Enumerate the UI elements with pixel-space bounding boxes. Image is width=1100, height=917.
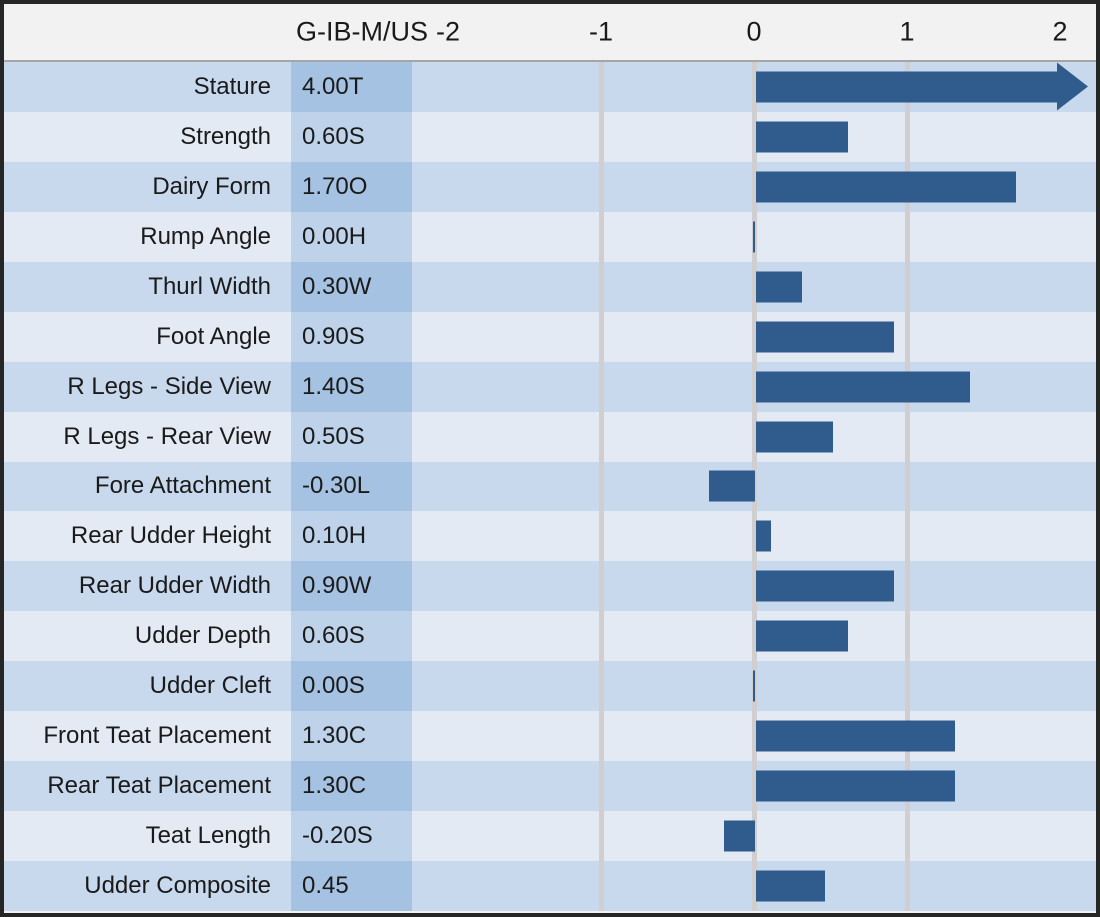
gridline xyxy=(904,62,910,911)
trait-row: R Legs - Rear View 0.50S xyxy=(4,411,1096,462)
trait-row: Udder Composite 0.45 xyxy=(4,861,1096,911)
trait-row: Fore Attachment -0.30L xyxy=(4,461,1096,512)
trait-label: R Legs - Rear View xyxy=(63,422,271,450)
chart-header: G-IB-M/US -2 -1 0 1 2 xyxy=(4,4,1096,62)
trait-row: Stature 4.00T xyxy=(4,62,1096,112)
trait-label: R Legs - Side View xyxy=(67,372,271,400)
trait-value: 0.60S xyxy=(291,111,412,162)
trait-bar xyxy=(756,870,825,902)
trait-bar xyxy=(753,221,755,253)
trait-bar xyxy=(724,820,755,852)
axis-tick-label: 1 xyxy=(899,16,915,47)
trait-value: 1.30C xyxy=(291,761,412,812)
trait-row: Rear Udder Height 0.10H xyxy=(4,511,1096,562)
trait-value: 1.70O xyxy=(291,161,412,212)
trait-row: Teat Length -0.20S xyxy=(4,811,1096,861)
trait-bar xyxy=(756,321,894,353)
trait-label: Teat Length xyxy=(145,822,271,850)
trait-bar xyxy=(756,171,1016,203)
trait-row: Rear Udder Width 0.90W xyxy=(4,561,1096,612)
gridline xyxy=(598,62,604,911)
trait-label: Rump Angle xyxy=(140,222,271,250)
trait-row: Rear Teat Placement 1.30C xyxy=(4,761,1096,812)
trait-bar xyxy=(756,720,955,752)
trait-label: Stature xyxy=(193,72,271,100)
trait-bar xyxy=(709,470,755,502)
axis-tick-label: 2 xyxy=(1052,16,1068,47)
trait-row: Foot Angle 0.90S xyxy=(4,311,1096,362)
trait-row: Dairy Form 1.70O xyxy=(4,161,1096,212)
trait-value: 0.60S xyxy=(291,611,412,662)
trait-label: Rear Teat Placement xyxy=(47,772,271,800)
chart-body: Stature 4.00T Strength 0.60S Dairy Form 1.70O… xyxy=(4,62,1096,911)
trait-bar xyxy=(756,570,894,602)
trait-bar xyxy=(756,421,833,453)
trait-value: 0.30W xyxy=(291,261,412,312)
trait-label: Udder Depth xyxy=(134,622,271,650)
trait-value: -0.20S xyxy=(291,811,412,861)
trait-row: Rump Angle 0.00H xyxy=(4,211,1096,262)
overflow-arrow-icon xyxy=(1057,62,1088,111)
trait-label: Foot Angle xyxy=(156,322,271,350)
trait-row: R Legs - Side View 1.40S xyxy=(4,361,1096,412)
trait-value: 0.90S xyxy=(291,311,412,362)
trait-label: Fore Attachment xyxy=(94,472,271,500)
trait-value: 0.90W xyxy=(291,561,412,612)
trait-bar xyxy=(753,670,755,702)
trait-value: 0.00H xyxy=(291,211,412,262)
trait-value: -0.30L xyxy=(291,461,412,512)
trait-value: 1.30C xyxy=(291,711,412,762)
trait-label: Dairy Form xyxy=(152,172,271,200)
axis-tick-label: 0 xyxy=(746,16,762,47)
trait-row: Udder Depth 0.60S xyxy=(4,611,1096,662)
trait-value: 0.45 xyxy=(291,861,412,911)
trait-label: Udder Composite xyxy=(84,871,271,899)
trait-label: Rear Udder Height xyxy=(70,522,271,550)
trait-value: 1.40S xyxy=(291,361,412,412)
axis-tick-label: -1 xyxy=(588,16,614,47)
trait-bar xyxy=(756,62,1088,111)
trait-label: Rear Udder Width xyxy=(78,572,271,600)
trait-value: 0.00S xyxy=(291,661,412,712)
trait-row: Strength 0.60S xyxy=(4,111,1096,162)
trait-bar xyxy=(756,620,848,652)
trait-value: 0.10H xyxy=(291,511,412,562)
trait-bar xyxy=(756,520,771,552)
trait-value: 4.00T xyxy=(291,62,412,112)
trait-value: 0.50S xyxy=(291,411,412,462)
trait-row: Udder Cleft 0.00S xyxy=(4,661,1096,712)
trait-bar xyxy=(756,121,848,153)
trait-label: Udder Cleft xyxy=(149,672,271,700)
axis-tick-label: -2 xyxy=(435,16,461,47)
scale-label: G-IB-M/US xyxy=(296,16,428,47)
trait-label: Strength xyxy=(180,122,271,150)
trait-label: Front Teat Placement xyxy=(43,722,271,750)
trait-bar xyxy=(756,371,970,403)
trait-row: Front Teat Placement 1.30C xyxy=(4,711,1096,762)
trait-row: Thurl Width 0.30W xyxy=(4,261,1096,312)
trait-bar xyxy=(756,770,955,802)
trait-label: Thurl Width xyxy=(148,272,271,300)
trait-bar xyxy=(756,271,802,303)
